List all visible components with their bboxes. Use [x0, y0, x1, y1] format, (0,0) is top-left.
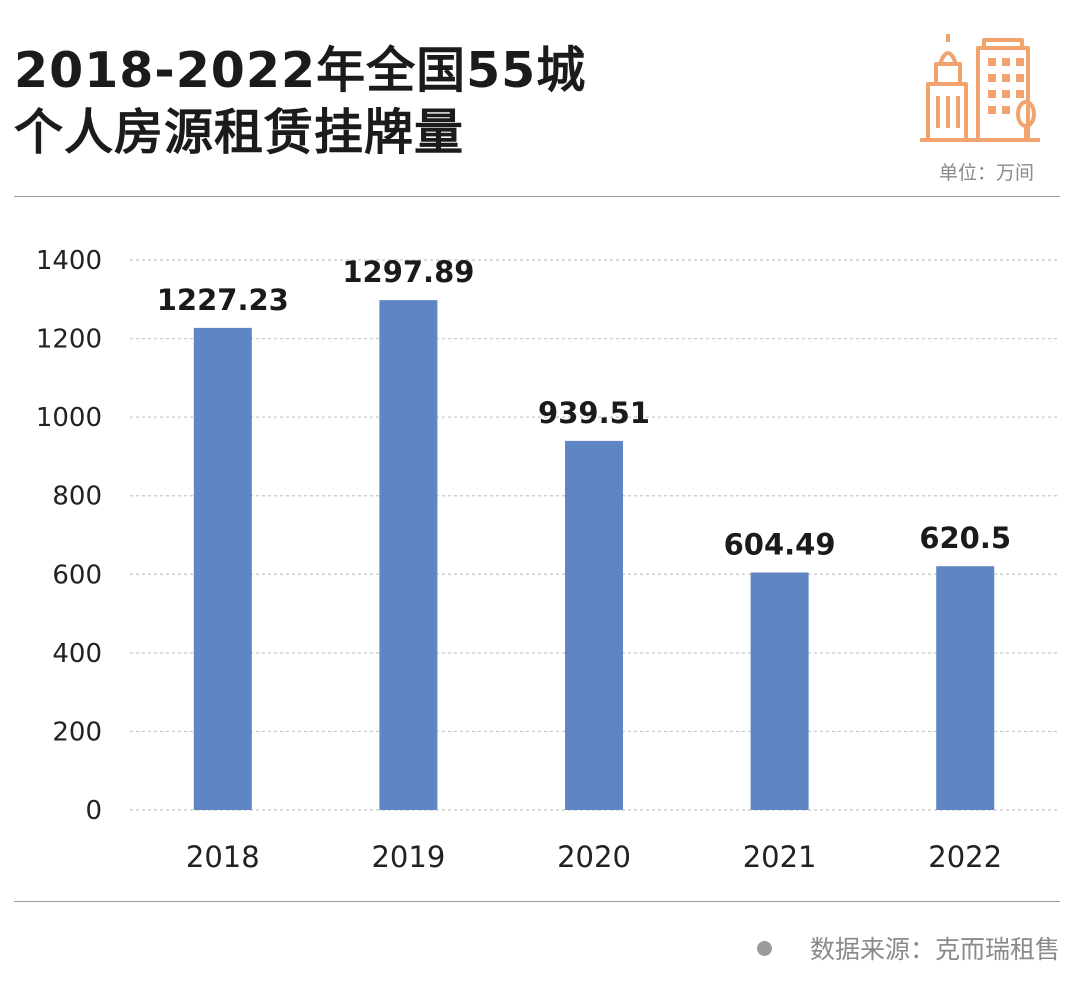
- bar: [379, 300, 438, 810]
- bar: [936, 566, 995, 810]
- bullet-dot-icon: [756, 940, 772, 956]
- source-note: 数据来源：克而瑞租售: [756, 930, 1060, 966]
- y-tick-label: 200: [52, 717, 102, 747]
- y-tick-label: 800: [52, 482, 102, 512]
- x-tick-label: 2020: [557, 840, 631, 874]
- bar: [750, 572, 809, 810]
- bottom-divider: [14, 901, 1060, 902]
- data-label: 620.5: [919, 521, 1011, 555]
- data-label: 604.49: [724, 528, 836, 562]
- chart-title: 2018-2022年全国55城 个人房源租赁挂牌量: [14, 40, 586, 164]
- title-line-2: 个人房源租赁挂牌量: [14, 104, 465, 161]
- unit-label: 单位：万间: [938, 162, 1034, 184]
- bar-chart: 0 200 400 600 800 1000 1200 1400 1227.23 2018 1297…: [36, 246, 1058, 874]
- bar: [193, 327, 252, 810]
- bar: [565, 440, 623, 810]
- source-text: 数据来源：克而瑞租售: [809, 935, 1060, 964]
- data-label: 939.51: [538, 396, 650, 430]
- x-tick-label: 2022: [928, 840, 1002, 874]
- y-tick-label: 0: [85, 796, 102, 826]
- title-line-1: 2018-2022年全国55城: [14, 42, 587, 99]
- y-tick-label: 1000: [36, 403, 102, 433]
- y-tick-label: 1400: [36, 246, 102, 276]
- data-label: 1227.23: [157, 283, 289, 317]
- y-tick-label: 1200: [36, 325, 102, 355]
- x-tick-label: 2018: [186, 840, 260, 874]
- x-tick-label: 2019: [371, 840, 445, 874]
- y-tick-label: 400: [52, 639, 102, 669]
- top-divider: [14, 196, 1060, 197]
- y-tick-label: 600: [52, 560, 102, 590]
- building-icon: [920, 34, 1040, 142]
- data-label: 1297.89: [342, 255, 474, 289]
- x-tick-label: 2021: [743, 840, 817, 874]
